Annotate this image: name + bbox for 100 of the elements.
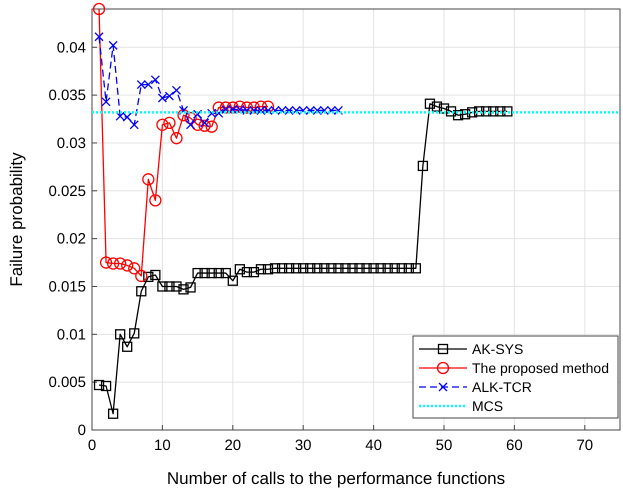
y-axis-title: Failure probability (7, 152, 26, 287)
point (198, 120, 211, 132)
legend-label: ALK-TCR (472, 379, 532, 395)
point (368, 263, 379, 274)
point (172, 86, 182, 95)
point (488, 106, 498, 117)
point (298, 263, 308, 274)
point (122, 342, 132, 352)
x-tick-label: 60 (506, 437, 523, 454)
x-tick-label: 20 (224, 437, 242, 454)
point (177, 109, 190, 122)
point (171, 281, 182, 292)
point (206, 268, 217, 278)
point (186, 120, 196, 130)
point (157, 281, 168, 292)
point (206, 120, 218, 133)
point (438, 103, 450, 114)
x-tick-label: 30 (294, 437, 312, 454)
point (164, 281, 175, 292)
point (474, 106, 484, 117)
point (212, 101, 225, 114)
y-tick-label: 0.03 (56, 134, 86, 152)
point (150, 270, 161, 280)
point (184, 112, 197, 124)
point (185, 282, 196, 293)
y-tick-label: 0.035 (48, 87, 86, 104)
point (242, 266, 252, 278)
x-tick-label: 50 (436, 437, 452, 454)
point (178, 106, 188, 116)
y-tick-label: 0.025 (48, 182, 86, 200)
x-tick-label: 70 (576, 437, 594, 454)
point (305, 263, 316, 274)
point (163, 116, 176, 130)
point (150, 75, 160, 84)
point (312, 263, 322, 274)
point (361, 263, 372, 274)
point (108, 408, 118, 419)
point (254, 100, 268, 113)
point (452, 110, 464, 120)
point (136, 286, 146, 296)
point (143, 272, 154, 282)
point (495, 106, 506, 117)
point (156, 118, 169, 131)
point (340, 263, 351, 274)
point (101, 97, 111, 106)
point (214, 268, 224, 278)
point (192, 110, 202, 119)
legend-label: MCS (472, 398, 504, 414)
point (432, 101, 442, 112)
y-tick-label: 0.02 (56, 230, 86, 248)
point (170, 132, 183, 144)
point (262, 264, 274, 274)
point (396, 263, 407, 274)
point (382, 263, 393, 274)
y-tick-label: 0.015 (48, 278, 86, 296)
x-tick-label: 40 (365, 437, 382, 454)
point (446, 106, 456, 117)
point (276, 263, 288, 274)
point (115, 329, 126, 340)
point (178, 284, 189, 294)
point (199, 268, 210, 278)
point (100, 256, 112, 269)
legend-label: AK-SYS (472, 341, 524, 357)
point (502, 106, 513, 117)
point (481, 106, 492, 117)
point (100, 380, 112, 392)
y-tick-label: 0.01 (56, 326, 86, 344)
legend-label: The proposed method (472, 360, 609, 376)
point (326, 263, 337, 274)
point (94, 32, 104, 42)
point (114, 257, 126, 270)
point (142, 173, 154, 186)
point (424, 98, 436, 109)
point (390, 263, 400, 274)
point (234, 264, 245, 274)
point (108, 40, 118, 50)
point (418, 160, 428, 172)
point (94, 380, 104, 390)
point (284, 263, 294, 274)
point (129, 328, 140, 339)
point (192, 268, 203, 278)
point (404, 263, 414, 274)
point (121, 259, 134, 272)
x-axis-title: Number of calls to the performance functions (166, 469, 506, 488)
point (262, 100, 274, 113)
point (191, 118, 204, 131)
point (291, 263, 302, 274)
point (319, 263, 330, 274)
point (467, 107, 478, 118)
y-tick-label: 0.005 (48, 374, 86, 392)
point (106, 257, 120, 270)
y-tick-label: 0 (78, 422, 86, 439)
point (270, 263, 280, 274)
point (128, 262, 140, 274)
x-tick-label: 0 (88, 437, 96, 454)
point (135, 270, 148, 282)
point (354, 263, 365, 274)
point (220, 268, 231, 278)
point (92, 2, 106, 16)
y-tick-label: 0.04 (56, 39, 86, 56)
